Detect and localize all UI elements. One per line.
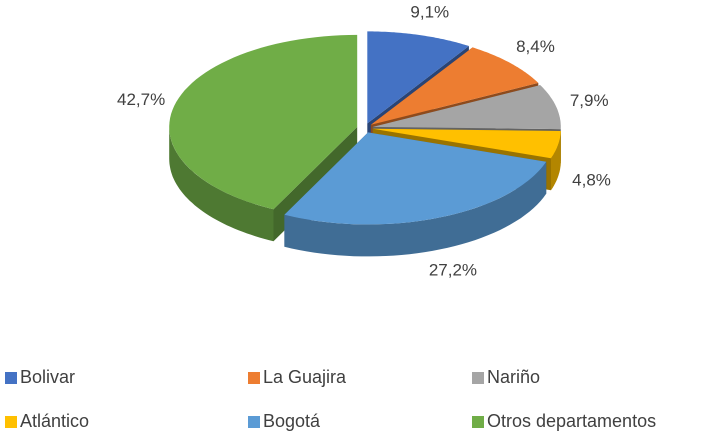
data-label: 9,1% xyxy=(410,2,449,21)
legend-swatch xyxy=(248,416,260,428)
legend-label: Atlántico xyxy=(20,411,89,431)
pie-slice xyxy=(370,47,539,125)
legend-swatch xyxy=(472,416,484,428)
pie-slice xyxy=(284,132,547,225)
data-label: 8,4% xyxy=(516,37,555,56)
data-label: 7,9% xyxy=(570,91,609,110)
legend-label: La Guajira xyxy=(263,367,347,387)
slice-outer-wall xyxy=(551,131,561,191)
legend-swatch xyxy=(472,372,484,384)
slice-outer-wall xyxy=(169,126,274,242)
legend-swatch xyxy=(5,416,17,428)
legend-label: Otros departamentos xyxy=(487,411,656,431)
pie-slice xyxy=(372,128,561,159)
legend-label: Bogotá xyxy=(263,411,321,431)
data-label: 27,2% xyxy=(429,260,477,279)
legend-label: Bolivar xyxy=(20,367,75,387)
data-label: 4,8% xyxy=(572,170,611,189)
legend-label: Nariño xyxy=(487,367,540,387)
slice-outer-wall xyxy=(284,161,547,257)
pie-slice xyxy=(169,34,358,210)
pie-slice xyxy=(367,31,469,124)
legend-swatch xyxy=(5,372,17,384)
pie-slice xyxy=(372,85,561,130)
data-label: 42,7% xyxy=(117,90,165,109)
legend-swatch xyxy=(248,372,260,384)
